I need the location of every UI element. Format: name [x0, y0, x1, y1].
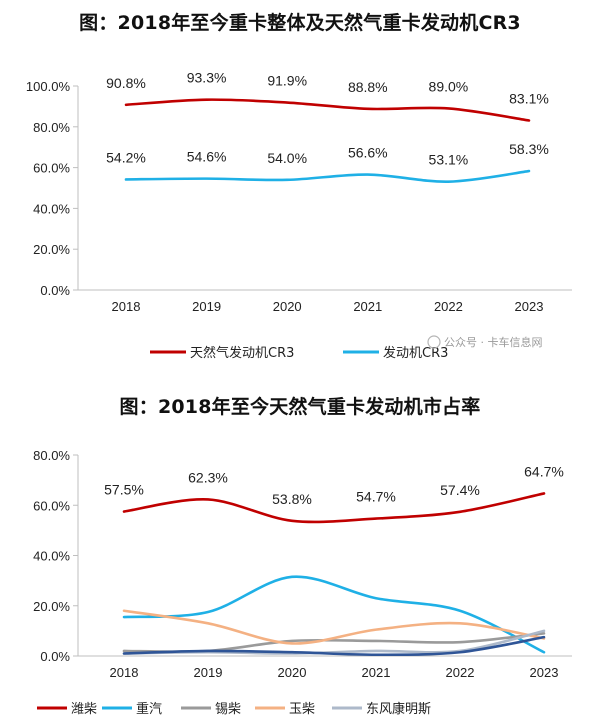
chart2-x-tick-label: 2022	[446, 665, 475, 680]
chart1-svg: 0.0% 20.0% 40.0% 60.0% 80.0% 100.0% 2018 2019 20…	[26, 70, 572, 361]
chart1-data-label: 90.8%	[106, 75, 146, 91]
chart1-data-label: 88.8%	[348, 79, 388, 95]
chart1-y-tick-label: 80.0%	[33, 120, 70, 135]
watermark-icon	[427, 335, 441, 349]
chart2-data-label: 53.8%	[272, 491, 312, 507]
chart2-x-tick-label: 2021	[362, 665, 391, 680]
chart2-legend-label: 潍柴	[71, 702, 97, 717]
chart1-y-tick-label: 0.0%	[40, 283, 70, 298]
chart2-data-label: 64.7%	[524, 463, 564, 479]
chart2-series-line	[122, 575, 546, 654]
chart1-legend-label: 发动机CR3	[383, 345, 448, 361]
chart1-y-tick-label: 20.0%	[33, 242, 70, 257]
chart2-x-tick-label: 2018	[110, 665, 139, 680]
chart1-data-label: 93.3%	[187, 70, 227, 86]
chart1-x-tick-label: 2023	[515, 299, 544, 314]
chart2-x-tick-label: 2019	[194, 665, 223, 680]
chart1-title: 图：2018年至今重卡整体及天然气重卡发动机CR3	[79, 12, 521, 34]
chart2-legend-label: 玉柴	[289, 702, 315, 717]
chart1-y-tick-label: 60.0%	[33, 161, 70, 176]
chart1-x-tick-label: 2021	[353, 299, 382, 314]
chart2-legend-label: 东风康明斯	[366, 701, 431, 717]
chart2-x-tick-label: 2020	[278, 665, 307, 680]
chart1-x-tick-label: 2019	[192, 299, 221, 314]
chart1-x-tick-label: 2020	[273, 299, 302, 314]
chart1-data-label: 54.2%	[106, 149, 146, 165]
chart1-x-tick-label: 2022	[434, 299, 463, 314]
chart1-legend-label: 天然气发动机CR3	[190, 345, 294, 361]
chart1-data-label: 53.1%	[429, 152, 469, 168]
chart1-series-line	[124, 98, 531, 122]
chart2-x-tick-label: 2023	[530, 665, 559, 680]
chart2-y-tick-label: 40.0%	[33, 549, 70, 564]
chart2-data-label: 54.7%	[356, 489, 396, 505]
chart1-data-label: 58.3%	[509, 141, 549, 157]
chart1-data-label: 91.9%	[267, 73, 307, 89]
chart1-series-line	[124, 169, 531, 183]
chart1-data-label: 54.0%	[267, 150, 307, 166]
chart2-title: 图：2018年至今天然气重卡发动机市占率	[119, 396, 481, 418]
chart1-y-tick-label: 100.0%	[26, 79, 71, 94]
chart2-y-tick-label: 20.0%	[33, 599, 70, 614]
chart2-y-tick-label: 0.0%	[40, 649, 70, 664]
chart2-y-tick-label: 80.0%	[33, 448, 70, 463]
chart2-legend-label: 重汽	[136, 701, 162, 717]
chart2-data-label: 62.3%	[188, 469, 228, 485]
chart2-series-line	[122, 492, 546, 524]
chart2-series-line	[122, 609, 546, 645]
chart1-data-label: 89.0%	[429, 78, 469, 94]
watermark-text: 公众号 · 卡车信息网	[444, 335, 543, 349]
chart2-data-label: 57.5%	[104, 482, 144, 498]
chart1-data-label: 83.1%	[509, 90, 549, 106]
chart2-y-tick-label: 60.0%	[33, 498, 70, 513]
chart1-x-tick-label: 2018	[112, 299, 141, 314]
chart2-data-label: 57.4%	[440, 482, 480, 498]
chart1-y-tick-label: 40.0%	[33, 201, 70, 216]
chart2-series-line	[122, 635, 546, 657]
chart2-legend-label: 锡柴	[215, 702, 241, 717]
chart1-data-label: 56.6%	[348, 145, 388, 161]
chart1-data-label: 54.6%	[187, 149, 227, 165]
